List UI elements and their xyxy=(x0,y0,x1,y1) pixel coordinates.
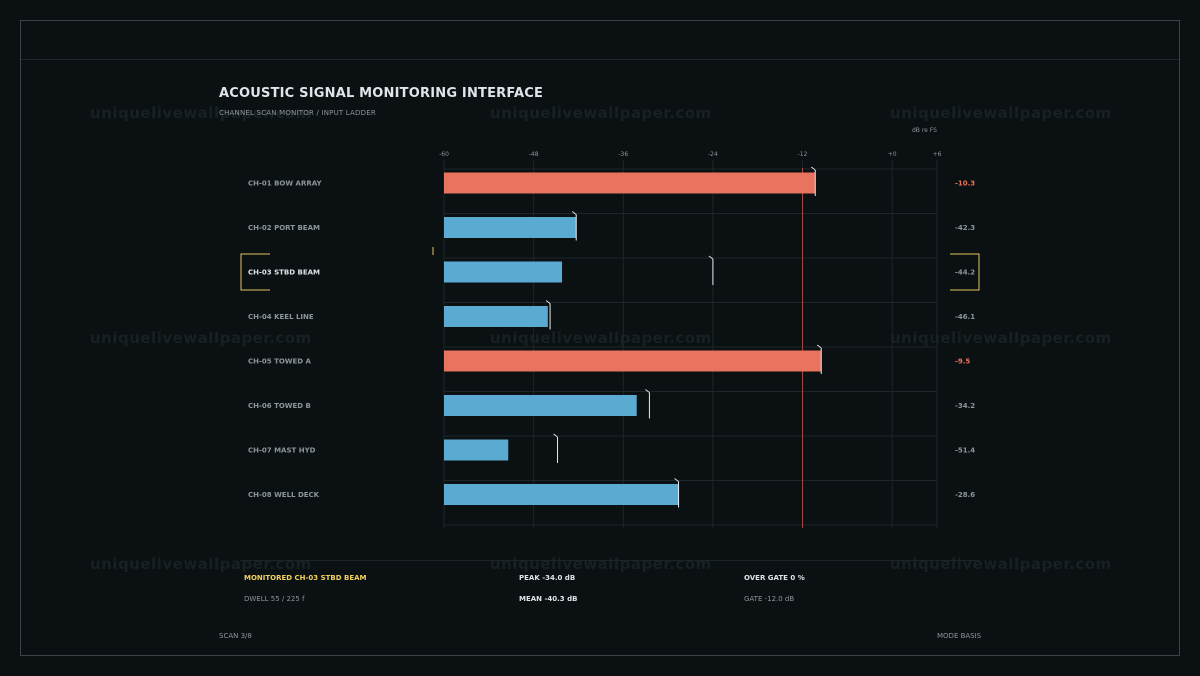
x-tick-label: +6 xyxy=(933,151,942,158)
value-label: -28.6 xyxy=(955,491,975,499)
level-bar xyxy=(444,395,637,416)
channel-label: CH-02 PORT BEAM xyxy=(248,224,320,232)
x-tick-label: -12 xyxy=(798,151,808,158)
x-tick-label: -36 xyxy=(618,151,628,158)
mode-indicator: MODE BASIS xyxy=(937,632,982,640)
peak-hold-tick xyxy=(571,211,577,215)
level-bar xyxy=(444,439,509,461)
value-label: -34.2 xyxy=(955,402,975,410)
scan-indicator: SCAN 3/8 xyxy=(219,632,252,640)
peak-hold-tick xyxy=(674,478,679,482)
level-bar xyxy=(444,217,577,238)
watermark: uniquelivewallpaper.com xyxy=(90,555,312,573)
channel-label: CH-05 TOWED A xyxy=(248,358,312,366)
x-tick-label: +0 xyxy=(888,151,897,158)
peak-readout: PEAK -34.0 dB xyxy=(519,574,576,582)
peak-hold-tick xyxy=(708,255,714,260)
monitored-channel: MONITORED CH-03 STBD BEAM xyxy=(244,574,367,582)
value-label: -51.4 xyxy=(955,447,975,455)
watermark: uniquelivewallpaper.com xyxy=(890,104,1112,122)
mean-readout: MEAN -40.3 dB xyxy=(519,595,578,603)
value-label: -42.3 xyxy=(955,224,975,232)
watermark: uniquelivewallpaper.com xyxy=(490,329,712,347)
channel-label: CH-06 TOWED B xyxy=(248,402,311,410)
unit-label: dB re FS xyxy=(912,127,937,134)
watermark: uniquelivewallpaper.com xyxy=(890,329,1112,347)
level-bar xyxy=(444,350,822,372)
dwell-readout: DWELL 55 / 225 f xyxy=(244,595,305,603)
peak-hold-tick xyxy=(811,166,816,171)
over-gate-readout: OVER GATE 0 % xyxy=(744,574,805,582)
level-bar xyxy=(444,484,679,505)
watermark: uniquelivewallpaper.com xyxy=(90,104,312,122)
channel-label: CH-07 MAST HYD xyxy=(248,447,316,455)
selection-bracket-right xyxy=(950,253,980,291)
level-bar xyxy=(444,261,563,283)
peak-hold-tick xyxy=(645,389,650,393)
peak-hold-tick xyxy=(816,344,822,349)
value-label: -46.1 xyxy=(955,313,975,321)
value-label: -44.2 xyxy=(955,269,975,277)
outer-frame xyxy=(20,20,1180,656)
channel-label: CH-08 WELL DECK xyxy=(248,491,320,499)
channel-label: CH-04 KEEL LINE xyxy=(248,313,314,321)
footer-separator xyxy=(240,560,980,561)
peak-hold-tick xyxy=(553,433,558,438)
value-label: -10.3 xyxy=(955,180,975,188)
watermark: uniquelivewallpaper.com xyxy=(890,555,1112,573)
x-tick-label: -48 xyxy=(529,151,539,158)
x-tick-label: -60 xyxy=(439,151,449,158)
watermark: uniquelivewallpaper.com xyxy=(490,104,712,122)
x-tick-label: -24 xyxy=(708,151,718,158)
channel-label: CH-01 BOW ARRAY xyxy=(248,180,322,188)
gate-readout: GATE -12.0 dB xyxy=(744,595,795,603)
page-title: ACOUSTIC SIGNAL MONITORING INTERFACE xyxy=(219,86,544,101)
page-subtitle: CHANNEL SCAN MONITOR / INPUT LADDER xyxy=(219,109,376,117)
watermark: uniquelivewallpaper.com xyxy=(490,555,712,573)
peak-hold-tick xyxy=(545,300,551,304)
value-label: -9.5 xyxy=(955,358,970,366)
header-rule xyxy=(21,59,1179,60)
selection-bracket-left xyxy=(240,253,270,291)
watermark: uniquelivewallpaper.com xyxy=(90,329,312,347)
channel-label: CH-03 STBD BEAM xyxy=(248,269,320,277)
level-bar xyxy=(444,172,816,194)
level-bar xyxy=(444,306,548,327)
